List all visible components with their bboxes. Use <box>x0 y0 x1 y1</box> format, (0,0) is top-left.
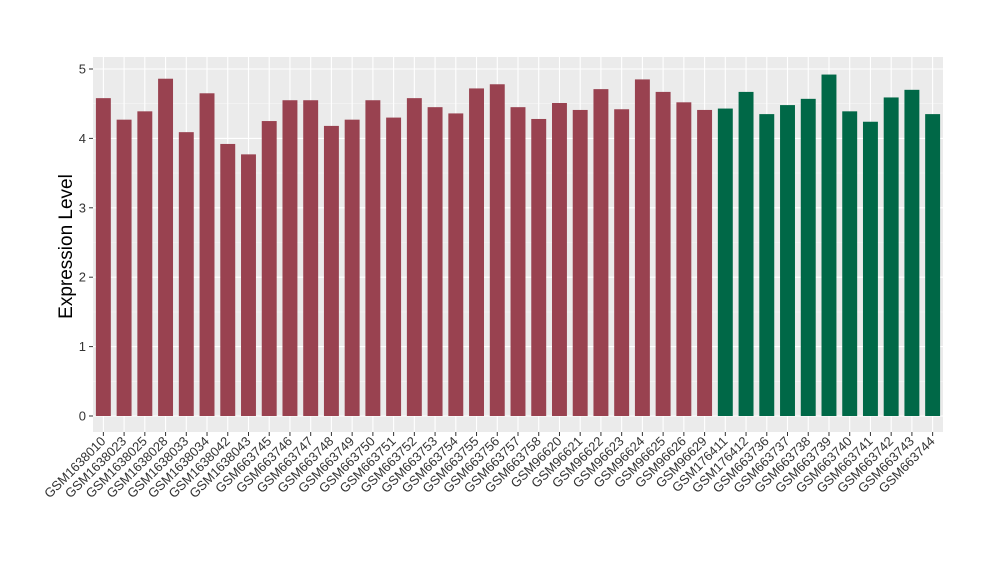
bar <box>634 79 650 416</box>
bar <box>199 93 215 416</box>
bar <box>241 154 256 416</box>
bar <box>593 89 609 416</box>
y-tick-label: 5 <box>79 62 86 77</box>
bar <box>220 143 236 416</box>
bar <box>489 84 505 416</box>
y-tick-label: 3 <box>79 200 86 215</box>
bar <box>717 108 733 417</box>
bar <box>469 88 484 416</box>
bar <box>572 109 588 417</box>
bar <box>614 109 630 416</box>
bar <box>800 98 816 416</box>
bar <box>904 89 920 416</box>
bar <box>448 113 464 416</box>
bar <box>862 121 878 416</box>
bar <box>531 118 547 416</box>
bar <box>303 100 319 416</box>
y-tick-label: 0 <box>79 409 86 424</box>
bar <box>842 111 858 417</box>
bar <box>137 111 153 417</box>
bar <box>95 98 111 416</box>
bar <box>365 100 381 416</box>
bar <box>386 117 402 416</box>
bar <box>821 74 837 416</box>
bar <box>676 102 692 416</box>
y-axis-label: Expression Level <box>56 174 77 319</box>
bar <box>178 132 194 417</box>
bar <box>883 97 899 416</box>
bar <box>116 119 132 417</box>
x-axis: GSM1638010GSM1638023GSM1638025GSM1638028… <box>41 432 938 501</box>
y-axis: 0 1 2 3 4 5 <box>79 62 93 424</box>
bar <box>344 119 360 417</box>
bar <box>759 114 775 417</box>
bar <box>406 98 422 416</box>
bar <box>261 121 277 417</box>
bar <box>427 107 443 417</box>
bar <box>697 109 713 417</box>
y-tick-label: 1 <box>79 339 86 354</box>
bars <box>95 74 941 417</box>
y-tick-label: 2 <box>79 270 86 285</box>
bar <box>655 91 671 416</box>
bar <box>925 114 941 417</box>
bar <box>738 91 754 416</box>
bar <box>510 107 526 417</box>
bar <box>158 78 174 416</box>
y-tick-label: 4 <box>79 131 86 146</box>
bar <box>323 125 339 417</box>
bar <box>552 103 567 417</box>
bar <box>780 105 795 416</box>
bar <box>282 100 298 416</box>
